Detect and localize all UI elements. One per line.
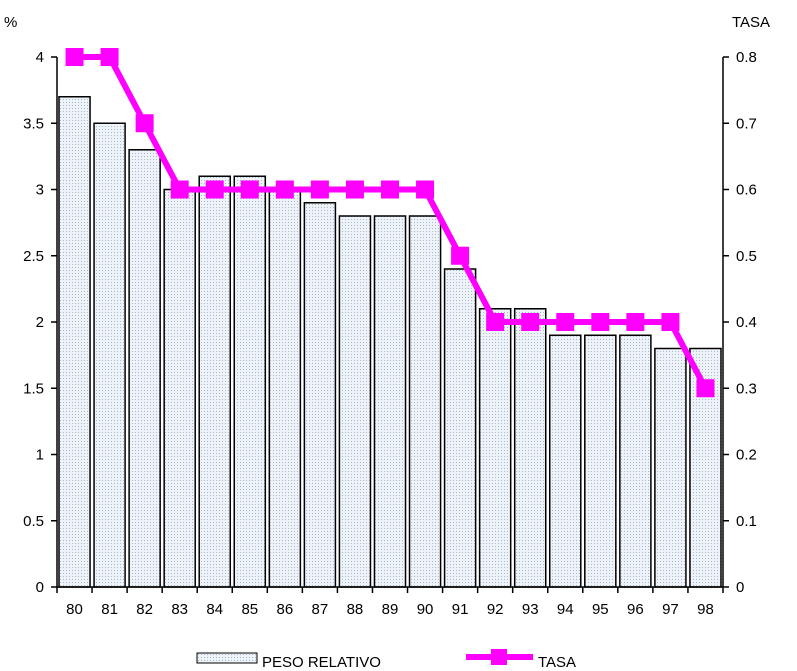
- tasa-point-97: [661, 313, 680, 331]
- tasa-point-88: [345, 180, 364, 199]
- tasa-point-94: [556, 313, 575, 331]
- tasa-point-84: [205, 180, 224, 199]
- y-right-tick-label: 0.2: [736, 447, 757, 464]
- bar-80: [58, 96, 91, 588]
- x-tick-label: 94: [557, 601, 574, 618]
- x-tick-label: 83: [171, 601, 188, 618]
- x-tick-label: 87: [312, 601, 329, 618]
- x-tick-label: 84: [206, 601, 223, 618]
- bar-96: [619, 334, 652, 588]
- bar-95: [584, 334, 617, 588]
- y-left-tick-label: 0.5: [23, 513, 44, 530]
- legend-line-marker: [491, 649, 507, 665]
- y-left-tick-label: 0: [36, 579, 44, 596]
- y-right-tick-label: 0.3: [736, 380, 757, 397]
- bar-97: [654, 347, 687, 588]
- x-tick-label: 89: [382, 601, 399, 618]
- tasa-point-95: [591, 313, 610, 331]
- tasa-point-89: [381, 180, 399, 199]
- y-left-tick-label: 4: [36, 49, 44, 66]
- line-series: [65, 48, 715, 398]
- tasa-point-93: [521, 313, 540, 331]
- y-left-tick-label: 1.5: [23, 380, 44, 397]
- y-right-tick-label: 0.7: [736, 115, 757, 132]
- y-left-tick-label: 2.5: [23, 248, 44, 265]
- x-tick-label: 91: [452, 601, 469, 618]
- bar-86: [268, 188, 302, 588]
- x-tick-label: 98: [697, 601, 714, 618]
- y-right-tick-label: 0.1: [736, 513, 757, 530]
- bar-92: [478, 308, 512, 588]
- bar-91: [443, 268, 477, 588]
- x-tick-label: 96: [627, 601, 644, 618]
- tasa-point-92: [486, 313, 505, 331]
- tasa-point-98: [696, 379, 715, 398]
- bar-81: [93, 122, 126, 588]
- tasa-point-90: [416, 180, 435, 199]
- y-left-axis-label: %: [4, 14, 17, 31]
- y-right-tick-label: 0.6: [736, 182, 757, 199]
- legend: PESO RELATIVO TASA: [196, 649, 576, 671]
- tasa-point-83: [170, 180, 189, 199]
- tasa-point-81: [100, 48, 119, 66]
- tasa-point-96: [626, 313, 645, 331]
- y-right-tick-label: 0.4: [736, 314, 757, 331]
- x-tick-label: 90: [417, 601, 434, 618]
- bar-82: [128, 149, 161, 588]
- tasa-point-82: [135, 114, 154, 133]
- y-left-tick-label: 1: [36, 447, 44, 464]
- bar-87: [303, 202, 337, 588]
- tick-labels: 0 0.5 1 1.5 2 2.5 3 3.5 4 0 0.1 0.2 0.3 0.4 0.5 0.6 0.7 0…: [23, 49, 757, 618]
- tasa-point-80: [65, 48, 84, 66]
- bar-93: [513, 308, 547, 588]
- x-tick-label: 81: [101, 601, 118, 618]
- legend-bar-swatch: [196, 652, 258, 664]
- y-right-axis-label: TASA: [732, 14, 770, 31]
- tasa-point-87: [310, 180, 329, 199]
- y-left-tick-label: 3.5: [23, 115, 44, 132]
- bar-94: [548, 334, 582, 588]
- x-tick-label: 97: [662, 601, 679, 618]
- tasa-point-91: [451, 246, 470, 265]
- y-right-tick-label: 0.8: [736, 49, 757, 66]
- bar-84: [198, 175, 232, 588]
- legend-line-label: TASA: [538, 654, 576, 671]
- y-left-tick-label: 3: [36, 182, 44, 199]
- x-tick-label: 85: [241, 601, 258, 618]
- bar-89: [373, 215, 407, 588]
- y-left-tick-label: 2: [36, 314, 44, 331]
- bar-series: [58, 96, 722, 588]
- bar-88: [338, 215, 372, 588]
- bar-83: [163, 188, 196, 588]
- bar-85: [233, 175, 267, 588]
- tasa-point-86: [275, 180, 294, 199]
- x-tick-label: 92: [487, 601, 504, 618]
- x-tick-label: 80: [66, 601, 83, 618]
- x-tick-label: 93: [522, 601, 539, 618]
- x-tick-label: 88: [347, 601, 364, 618]
- tick-marks: [51, 56, 729, 593]
- x-tick-label: 95: [592, 601, 609, 618]
- bar-90: [408, 215, 442, 588]
- x-tick-label: 86: [276, 601, 293, 618]
- x-tick-label: 82: [136, 601, 153, 618]
- tasa-point-85: [240, 180, 259, 199]
- legend-bar-label: PESO RELATIVO: [262, 654, 381, 671]
- y-right-tick-label: 0.5: [736, 248, 757, 265]
- y-right-tick-label: 0: [736, 579, 744, 596]
